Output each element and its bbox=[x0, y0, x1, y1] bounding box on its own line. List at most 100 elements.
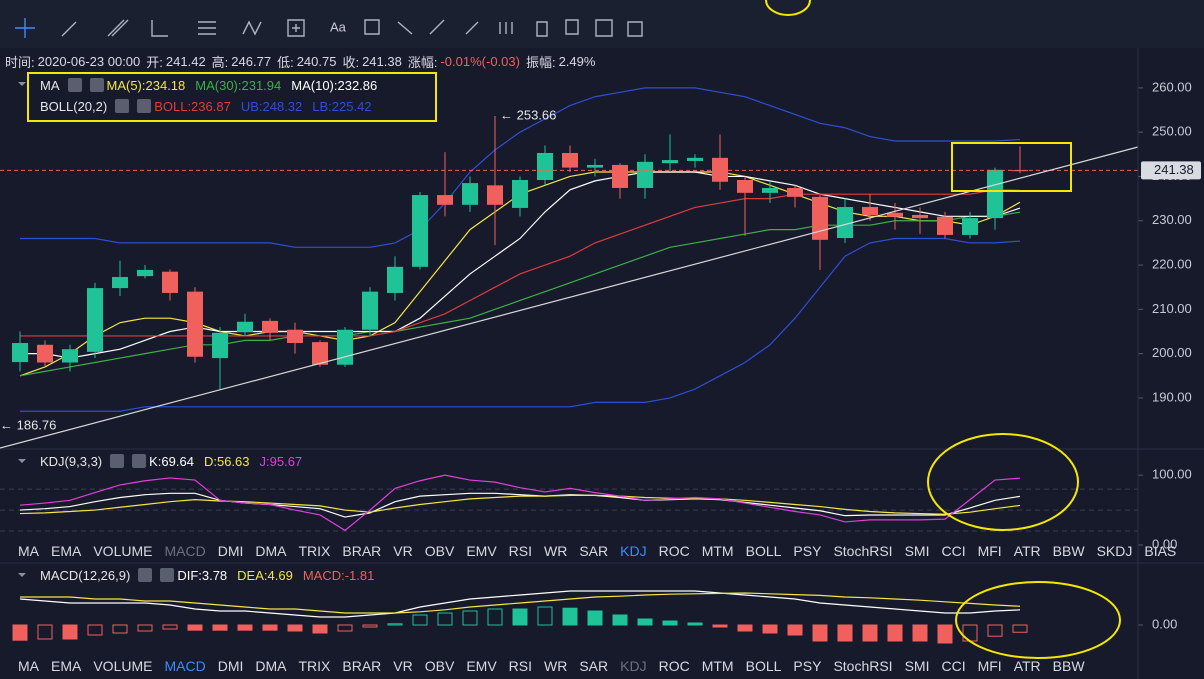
indicator-tab[interactable]: EMV bbox=[466, 543, 497, 559]
macd-bar bbox=[37, 624, 53, 640]
indicator-tab[interactable]: SMI bbox=[904, 658, 930, 674]
settings-icon[interactable] bbox=[110, 454, 125, 468]
indicator-tab[interactable]: VOLUME bbox=[93, 658, 153, 674]
indicator-line bbox=[20, 237, 1021, 412]
settings-icon[interactable] bbox=[138, 568, 153, 582]
indicator-tab[interactable]: OBV bbox=[424, 543, 455, 559]
candle-body bbox=[387, 266, 403, 293]
indicator-name: MA bbox=[40, 77, 60, 93]
candle-body bbox=[962, 218, 978, 235]
settings-icon[interactable] bbox=[67, 78, 82, 92]
indicator-tab[interactable]: BOLL bbox=[745, 543, 782, 559]
legend-entry: MA(10):232.86 bbox=[291, 77, 378, 93]
indicator-tab[interactable]: MTM bbox=[701, 543, 734, 559]
indicator-tab[interactable]: RSI bbox=[508, 543, 533, 559]
legend-boll: BOLL(20,2) BOLL:236.87 UB:248.32 LB:225.42 bbox=[40, 97, 382, 115]
macd-bar bbox=[112, 624, 128, 634]
indicator-tab[interactable]: ROC bbox=[658, 543, 690, 559]
indicator-tab[interactable]: BIAS bbox=[1144, 543, 1177, 559]
indicator-tab[interactable]: StochRSI bbox=[833, 658, 893, 674]
indicator-tab[interactable]: VR bbox=[393, 658, 413, 674]
close-icon[interactable] bbox=[89, 78, 104, 92]
candle-body bbox=[662, 160, 678, 164]
indicator-tab[interactable]: CCI bbox=[941, 543, 966, 559]
collapse-arrows[interactable] bbox=[18, 82, 26, 577]
indicator-tab[interactable]: EMV bbox=[466, 658, 497, 674]
indicator-tab[interactable]: PSY bbox=[793, 543, 822, 559]
indicator-tab[interactable]: EMA bbox=[51, 543, 82, 559]
info-value: 246.77 bbox=[231, 53, 272, 69]
macd-bar bbox=[937, 624, 953, 644]
indicator-tab[interactable]: ATR bbox=[1013, 658, 1041, 674]
text-tool[interactable]: Aa bbox=[330, 19, 347, 34]
close-icon[interactable] bbox=[160, 568, 175, 582]
candle-body bbox=[337, 329, 353, 365]
toolbar-icons[interactable] bbox=[15, 18, 643, 38]
indicator-tab[interactable]: CCI bbox=[941, 658, 966, 674]
toolbar bbox=[0, 0, 1204, 48]
info-label: 开: bbox=[146, 54, 163, 70]
indicator-tab[interactable]: MACD bbox=[164, 658, 206, 674]
indicator-line bbox=[20, 592, 1021, 614]
candle-body bbox=[837, 207, 853, 239]
indicator-tab[interactable]: ATR bbox=[1013, 543, 1041, 559]
indicator-tab[interactable]: VOLUME bbox=[93, 543, 153, 559]
indicator-tab[interactable]: BRAR bbox=[342, 543, 382, 559]
indicator-tab[interactable]: MTM bbox=[701, 658, 734, 674]
indicator-tab[interactable]: BBW bbox=[1052, 543, 1085, 559]
macd-bar bbox=[312, 624, 328, 634]
candle-body bbox=[512, 180, 528, 208]
indicator-tab[interactable]: TRIX bbox=[298, 658, 331, 674]
indicator-tab[interactable]: KDJ bbox=[620, 658, 647, 674]
indicator-tab[interactable]: BBW bbox=[1052, 658, 1085, 674]
legend-kdj: KDJ(9,3,3) K:69.64 D:56.63 J:95.67 bbox=[40, 452, 312, 470]
info-label: 涨幅: bbox=[407, 54, 438, 70]
candle-body bbox=[687, 157, 703, 161]
macd-bar bbox=[512, 608, 528, 626]
indicator-tab[interactable]: DMA bbox=[255, 543, 287, 559]
indicator-tab[interactable]: EMA bbox=[51, 658, 82, 674]
info-value: 241.42 bbox=[165, 53, 206, 69]
info-label: 时间: bbox=[5, 54, 35, 70]
macd-bar bbox=[637, 618, 653, 626]
indicator-tab[interactable]: DMA bbox=[255, 658, 287, 674]
indicator-tab[interactable]: TRIX bbox=[298, 543, 331, 559]
indicator-tab[interactable]: OBV bbox=[424, 658, 455, 674]
close-icon[interactable] bbox=[137, 99, 152, 113]
indicator-tab[interactable]: StochRSI bbox=[833, 543, 893, 559]
indicator-tab[interactable]: SAR bbox=[579, 543, 609, 559]
macd-bar bbox=[87, 624, 103, 636]
legend-entry: LB:225.42 bbox=[312, 98, 372, 114]
info-value: 241.38 bbox=[362, 53, 402, 69]
indicator-tab[interactable]: WR bbox=[544, 658, 568, 674]
indicator-tab[interactable]: WR bbox=[544, 543, 568, 559]
candle-body bbox=[812, 196, 828, 240]
y-tick-label: 250.00 bbox=[1152, 124, 1192, 139]
indicator-tab[interactable]: BRAR bbox=[342, 658, 382, 674]
indicator-tab[interactable]: MACD bbox=[164, 543, 206, 559]
indicator-tab[interactable]: MFI bbox=[977, 543, 1002, 559]
indicator-tab[interactable]: MA bbox=[18, 543, 39, 559]
indicator-tab[interactable]: DMI bbox=[217, 543, 244, 559]
candle-body bbox=[537, 152, 553, 181]
candle-body bbox=[12, 343, 28, 363]
indicator-tab[interactable]: ROC bbox=[658, 658, 690, 674]
indicator-tab[interactable]: SMI bbox=[904, 543, 930, 559]
indicator-tab[interactable]: BOLL bbox=[745, 658, 782, 674]
candle-body bbox=[162, 271, 178, 293]
indicator-tab[interactable]: RSI bbox=[508, 658, 533, 674]
indicator-tab[interactable]: SKDJ bbox=[1096, 543, 1133, 559]
settings-icon[interactable] bbox=[115, 99, 130, 113]
indicator-tab[interactable]: SAR bbox=[579, 658, 609, 674]
indicator-tab[interactable]: DMI bbox=[217, 658, 244, 674]
legend-entry: K:69.64 bbox=[149, 453, 194, 469]
indicator-tab[interactable]: PSY bbox=[793, 658, 822, 674]
indicator-tab[interactable]: MFI bbox=[977, 658, 1002, 674]
candle-body bbox=[87, 288, 103, 352]
y-tick-label: 220.00 bbox=[1152, 256, 1192, 271]
close-icon[interactable] bbox=[132, 454, 147, 468]
indicator-tab[interactable]: KDJ bbox=[620, 543, 647, 559]
indicator-tab[interactable]: MA bbox=[18, 658, 39, 674]
indicator-tab[interactable]: VR bbox=[393, 543, 413, 559]
